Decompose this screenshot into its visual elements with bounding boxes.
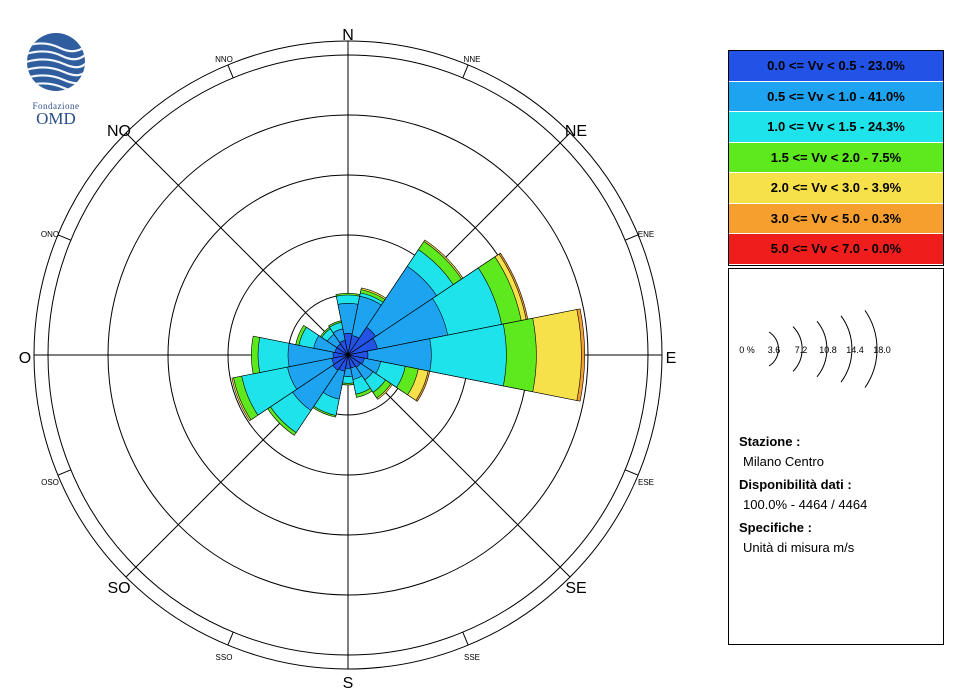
scale-arc-4 <box>840 315 853 383</box>
compass-label-e: E <box>666 350 677 367</box>
legend-item-6: 5.0 <= Vv < 7.0 - 0.0% <box>729 234 943 265</box>
logo-text-line2: OMD <box>36 109 76 128</box>
scale-box: 0 % 3.6 7.2 10.8 14.4 18.0 <box>728 268 944 428</box>
scale-label-2: 7.2 <box>795 345 808 355</box>
scale-arc-1 <box>768 331 779 367</box>
compass-label-nno: NNO <box>215 55 233 64</box>
rose-tick <box>125 132 137 144</box>
compass-label-ne: NE <box>565 123 587 140</box>
scale-label-0: 0 % <box>739 345 755 355</box>
scale-arc-5 <box>864 310 878 388</box>
logo: Fondazione OMD <box>16 30 96 127</box>
scale-arc-2 <box>792 326 803 372</box>
rose-petals <box>231 239 585 436</box>
rose-tick <box>227 64 234 79</box>
availability-value: 100.0% - 4464 / 4464 <box>743 497 868 512</box>
availability-label: Disponibilità dati : <box>739 477 852 492</box>
specs-label: Specifiche : <box>739 520 812 535</box>
scale-label-5: 18.0 <box>873 345 891 355</box>
legend-item-1: 0.5 <= Vv < 1.0 - 41.0% <box>729 81 943 112</box>
compass-label-oso: OSO <box>41 478 59 487</box>
compass-label-so: SO <box>107 580 130 597</box>
compass-label-s: S <box>343 675 354 692</box>
rose-tick <box>559 566 571 578</box>
rose-tick <box>624 234 639 241</box>
station-value: Milano Centro <box>743 454 824 469</box>
compass-label-nne: NNE <box>464 55 481 64</box>
rose-tick <box>125 566 137 578</box>
globe-logo-icon <box>27 33 85 91</box>
petal-nno-class-0 <box>339 339 349 356</box>
compass-label-no: NO <box>107 123 131 140</box>
rose-tick <box>57 469 72 476</box>
scale-arc-3 <box>816 320 828 378</box>
rose-tick <box>57 234 72 241</box>
rose-tick <box>462 631 469 646</box>
logo-text-line1: Fondazione <box>32 101 80 111</box>
scale-label-4: 14.4 <box>846 345 864 355</box>
radial-scale: 0 % 3.6 7.2 10.8 14.4 18.0 <box>739 310 891 388</box>
info-box: Stazione : Milano Centro Disponibilità d… <box>728 426 944 645</box>
legend-item-3: 1.5 <= Vv < 2.0 - 7.5% <box>729 142 943 173</box>
legend-item-5: 3.0 <= Vv < 5.0 - 0.3% <box>729 203 943 234</box>
rose-tick <box>624 469 639 476</box>
compass-label-n: N <box>342 27 354 44</box>
specs-value: Unità di misura m/s <box>743 540 855 555</box>
petal-o-class-1 <box>287 342 349 368</box>
compass-label-ese: ESE <box>638 478 654 487</box>
rose-tick <box>559 132 571 144</box>
compass-label-sso: SSO <box>216 653 233 662</box>
legend-item-0: 0.0 <= Vv < 0.5 - 23.0% <box>729 51 943 82</box>
scale-label-1: 3.6 <box>768 345 781 355</box>
rose-axis <box>135 142 349 356</box>
compass-label-se: SE <box>565 580 586 597</box>
wind-rose-chart: N NE E SE S SO O NO NNE ENE ESE SSE SSO … <box>19 27 677 692</box>
compass-label-ono: ONO <box>41 230 59 239</box>
rose-tick <box>462 64 469 79</box>
rose-tick <box>227 631 234 646</box>
rose-labels: N NE E SE S SO O NO NNE ENE ESE SSE SSO … <box>19 27 677 692</box>
speed-legend: 0.0 <= Vv < 0.5 - 23.0% 0.5 <= Vv < 1.0 -… <box>728 50 944 266</box>
station-label: Stazione : <box>739 434 801 449</box>
compass-label-ene: ENE <box>638 230 654 239</box>
compass-label-o: O <box>19 350 31 367</box>
legend-item-2: 1.0 <= Vv < 1.5 - 24.3% <box>729 112 943 143</box>
legend-item-4: 2.0 <= Vv < 3.0 - 3.9% <box>729 173 943 204</box>
scale-label-3: 10.8 <box>819 345 837 355</box>
compass-label-sse: SSE <box>464 653 480 662</box>
